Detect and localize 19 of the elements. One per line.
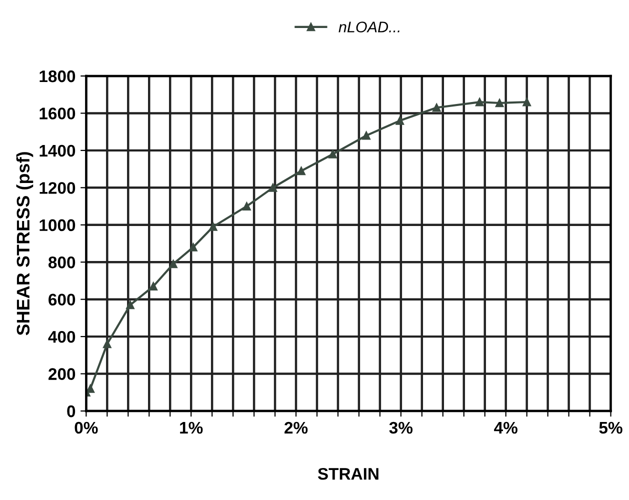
y-tick-label: 600 <box>48 294 76 306</box>
y-tick-label: 1600 <box>40 108 76 120</box>
y-tick-label: 1400 <box>40 144 76 157</box>
y-tick-label: 1200 <box>40 182 76 194</box>
y-axis-title: SHEAR STRESS (psf) <box>16 152 34 336</box>
legend-label: nLOAD... <box>338 22 400 32</box>
y-tick-label: 0 <box>67 405 76 418</box>
y-tick-label: 1800 <box>40 70 76 82</box>
x-tick-label: 3% <box>389 422 413 434</box>
y-tick-label: 1000 <box>40 219 76 232</box>
x-tick-label: 2% <box>284 422 308 434</box>
y-tick-label: 800 <box>48 256 76 268</box>
x-tick-label: 5% <box>599 422 622 434</box>
x-tick-label: 1% <box>180 422 203 434</box>
x-tick-label: 0% <box>74 422 98 434</box>
y-tick-label: 400 <box>48 330 76 343</box>
x-tick-label: 4% <box>494 422 518 434</box>
x-axis-title: STRAIN <box>318 468 378 480</box>
y-tick-label: 200 <box>48 368 76 380</box>
